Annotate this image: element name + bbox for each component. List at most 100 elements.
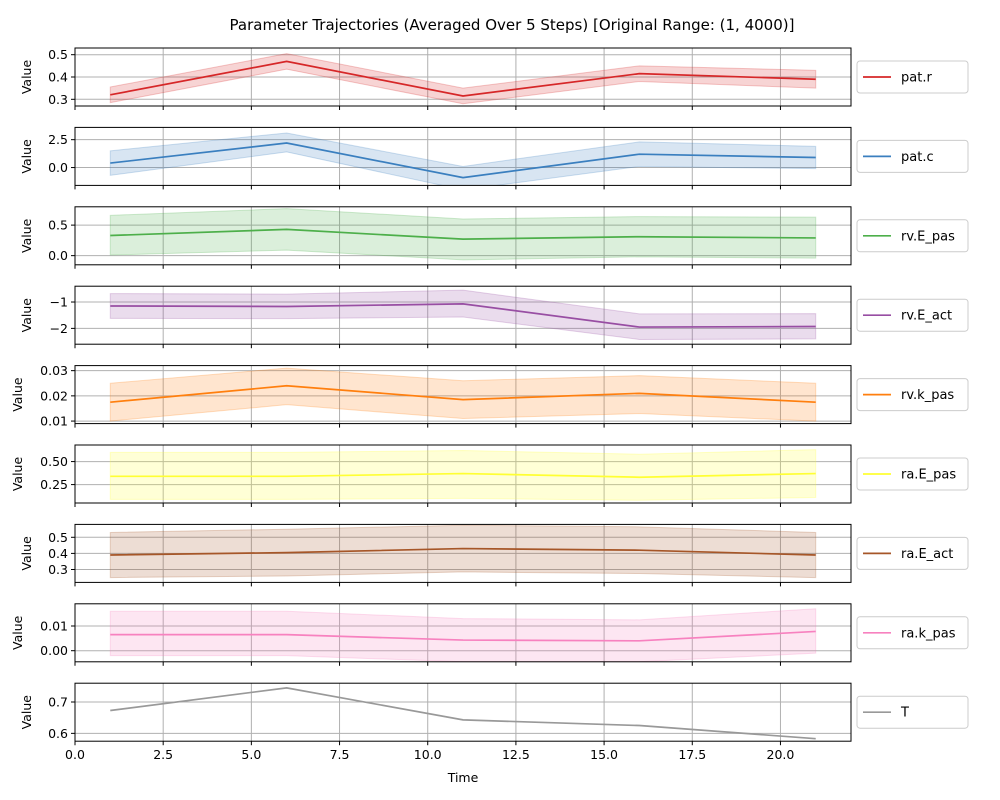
x-tick-label: 0.0 xyxy=(65,747,85,762)
y-tick-label: 0.5 xyxy=(48,530,68,545)
confidence-band-rv-k-pas xyxy=(109,367,817,422)
panel-plot-area xyxy=(109,449,817,501)
y-tick-label: 0.50 xyxy=(40,454,68,469)
legend-label: rv.E_pas xyxy=(901,229,955,244)
confidence-band-rv-e-pas xyxy=(109,208,817,261)
legend-box xyxy=(856,695,969,729)
y-axis-label: Value xyxy=(19,218,34,253)
panel-frame xyxy=(74,365,852,425)
panel-frame xyxy=(74,126,852,186)
chart-title: Parameter Trajectories (Averaged Over 5 … xyxy=(230,16,795,34)
series-line-pat-r xyxy=(110,60,816,97)
y-tick-label: 0.6 xyxy=(48,726,68,741)
legend-label: pat.r xyxy=(901,71,932,86)
confidence-band-pat-c xyxy=(109,132,817,186)
y-axis-label: Value xyxy=(19,139,34,174)
panel-pat-r: 0.3 0.4 0.5 Value pat.r xyxy=(19,47,969,110)
series-line-t xyxy=(110,687,816,740)
legend-pat-c: pat.c xyxy=(856,139,969,173)
legend-label: ra.k_pas xyxy=(901,626,956,641)
x-tick-label: 17.5 xyxy=(678,747,706,762)
y-tick-label: −1 xyxy=(50,295,68,310)
panel-plot-area xyxy=(109,608,817,662)
y-tick-label: 0.0 xyxy=(48,248,68,263)
panel-pat-c: 0.0 2.5 Value pat.c xyxy=(19,126,969,190)
legend-box xyxy=(856,60,969,94)
panel-rv-e-act: −2 −1 Value rv.E_act xyxy=(19,285,969,349)
y-axis-label: Value xyxy=(19,536,34,571)
y-tick-label: 0.25 xyxy=(40,477,68,492)
y-axis-label: Value xyxy=(19,298,34,333)
panel-ra-e-pas: 0.25 0.50 Value ra.E_pas xyxy=(10,444,969,507)
series-line-rv-e-act xyxy=(110,303,816,328)
confidence-band-rv-e-act xyxy=(109,289,817,340)
legend-label: ra.E_pas xyxy=(901,468,956,483)
legend-box xyxy=(856,139,969,173)
x-tick-label: 7.5 xyxy=(330,747,350,762)
y-axis-label: Value xyxy=(10,457,25,492)
legend-ra-e-pas: ra.E_pas xyxy=(856,457,969,491)
confidence-band-ra-k-pas xyxy=(109,608,817,662)
legend-box xyxy=(856,616,969,650)
y-tick-label: 0.5 xyxy=(48,47,68,62)
x-tick-label: 10.0 xyxy=(414,747,442,762)
legend-rv-e-pas: rv.E_pas xyxy=(856,219,969,253)
legend-label: ra.E_act xyxy=(901,547,953,562)
legend-t: T xyxy=(856,695,969,729)
x-tick-label: 5.0 xyxy=(241,747,261,762)
legend-box xyxy=(856,378,969,412)
y-tick-label: 0.4 xyxy=(48,546,68,561)
y-tick-label: 0.4 xyxy=(48,70,68,85)
confidence-band-ra-e-pas xyxy=(109,449,817,501)
panel-plot-area xyxy=(109,289,817,340)
y-tick-label: 0.01 xyxy=(40,619,68,634)
y-tick-label: 0.0 xyxy=(48,160,68,175)
legend-rv-k-pas: rv.k_pas xyxy=(856,378,969,412)
panel-frame xyxy=(74,444,852,504)
legend-pat-r: pat.r xyxy=(856,60,969,94)
confidence-band-ra-e-act xyxy=(109,524,817,579)
panel-frame xyxy=(74,682,852,742)
series-line-ra-e-act xyxy=(110,547,816,556)
x-tick-label: 15.0 xyxy=(590,747,618,762)
legend-box xyxy=(856,298,969,332)
legend-box xyxy=(856,219,969,253)
panel-ra-e-act: 0.30.40.5 Value ra.E_act xyxy=(19,523,969,587)
confidence-band-pat-r xyxy=(109,53,817,105)
y-tick-label: 0.7 xyxy=(48,695,68,710)
y-tick-label: 0.02 xyxy=(40,388,68,403)
series-line-ra-e-pas xyxy=(110,472,816,479)
panel-rv-e-pas: 0.0 0.5 Value rv.E_pas xyxy=(19,206,969,269)
legend-label: T xyxy=(900,706,909,721)
panel-plot-area xyxy=(109,132,817,186)
legend-label: rv.E_act xyxy=(901,309,952,324)
y-tick-label: −2 xyxy=(50,321,68,336)
panel-plot-area xyxy=(109,524,817,579)
y-axis-label: Value xyxy=(10,377,25,412)
panel-frame xyxy=(74,603,852,663)
y-axis-label: Value xyxy=(19,60,34,95)
legend-box xyxy=(856,457,969,491)
legend-rv-e-act: rv.E_act xyxy=(856,298,969,332)
y-axis-label: Value xyxy=(19,695,34,730)
panel-plot-area xyxy=(109,367,817,422)
y-tick-label: 0.00 xyxy=(40,643,68,658)
y-tick-label: 2.5 xyxy=(48,132,68,147)
series-line-rv-e-pas xyxy=(110,228,816,241)
series-line-rv-k-pas xyxy=(110,384,816,404)
panel-plot-area xyxy=(110,687,816,740)
panel-plot-area xyxy=(109,208,817,261)
x-tick-label: 20.0 xyxy=(767,747,795,762)
x-tick-label: 12.5 xyxy=(502,747,530,762)
legend-label: pat.c xyxy=(901,150,934,165)
y-tick-label: 0.03 xyxy=(40,363,68,378)
legend-ra-e-act: ra.E_act xyxy=(856,536,969,570)
y-axis-label: Value xyxy=(10,615,25,650)
y-tick-label: 0.3 xyxy=(48,92,68,107)
legend-ra-k-pas: ra.k_pas xyxy=(856,616,969,650)
series-line-ra-k-pas xyxy=(110,630,816,642)
x-tick-label: 2.5 xyxy=(153,747,173,762)
panel-rv-k-pas: 0.01 0.02 0.03 Value rv.k_pas xyxy=(10,363,969,429)
